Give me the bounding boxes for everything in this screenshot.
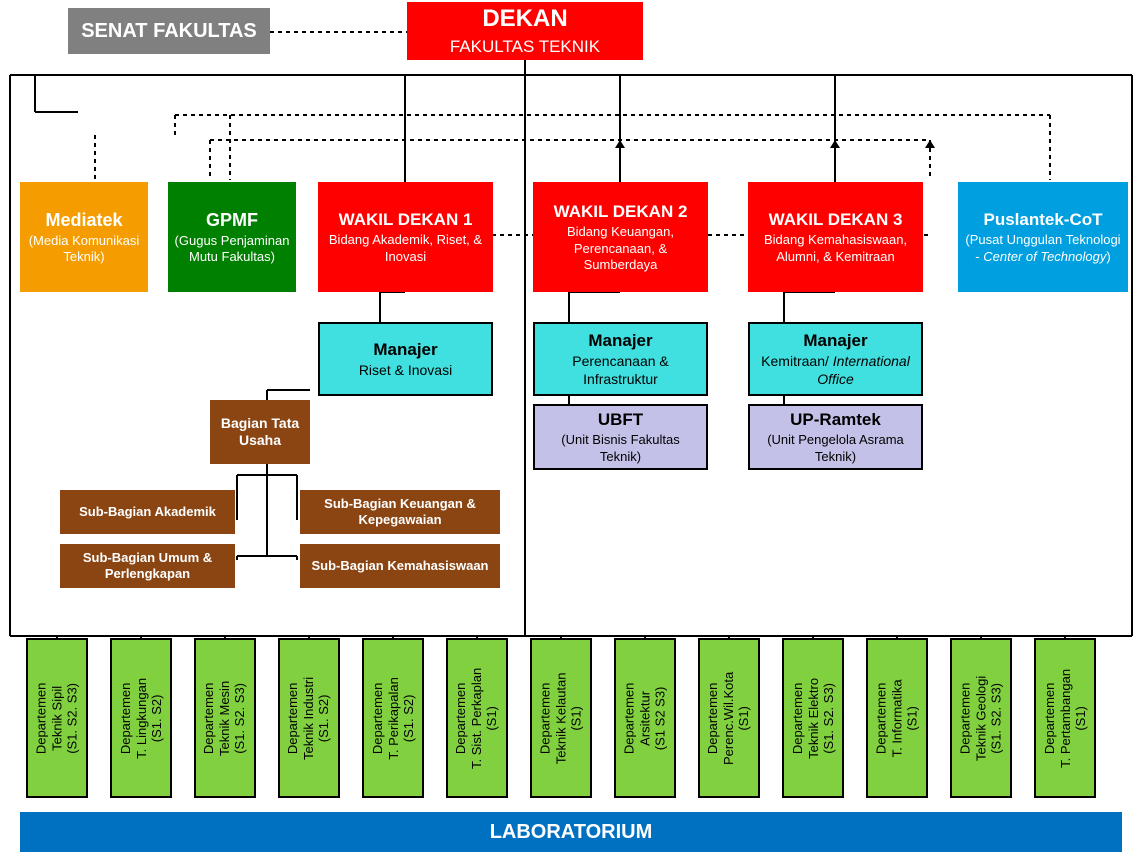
manajer-kemitraan-sub: Kemitraan/ International Office <box>750 353 921 388</box>
gpmf: GPMF(Gugus Penjaminan Mutu Fakultas) <box>168 182 296 292</box>
wakil-dekan-3-sub: Bidang Kemahasiswaan, Alumni, & Kemitraa… <box>748 232 923 265</box>
wakil-dekan-1-title: WAKIL DEKAN 1 <box>339 209 473 230</box>
up-ramtek-title: UP-Ramtek <box>790 409 881 430</box>
manajer-kemitraan-title: Manajer <box>803 330 867 351</box>
mediatek-title: Mediatek <box>45 209 122 232</box>
ubft: UBFT(Unit Bisnis Fakultas Teknik) <box>533 404 708 470</box>
gpmf-title: GPMF <box>206 209 258 232</box>
department-8-label: DepartemenPerenc.Wil.Kota(S1) <box>706 671 753 764</box>
sub-bagian-kemahasiswaan: Sub-Bagian Kemahasiswaan <box>300 544 500 588</box>
department-4-label: DepartemenT. Perikapalan(S1. S2) <box>370 677 417 759</box>
sub-bagian-kemahasiswaan-title: Sub-Bagian Kemahasiswaan <box>312 558 489 574</box>
manajer-riset-title: Manajer <box>373 339 437 360</box>
wakil-dekan-2-sub: Bidang Keuangan, Perencanaan, & Sumberda… <box>533 224 708 273</box>
department-12: DepartemenT. Pertambangan(S1) <box>1034 638 1096 798</box>
puslantek-cot: Puslantek-CoT(Pusat Unggulan Teknologi -… <box>958 182 1128 292</box>
sub-bagian-akademik-title: Sub-Bagian Akademik <box>79 504 216 520</box>
department-6: DepartemenTeknik Kelautan(S1) <box>530 638 592 798</box>
sub-bagian-umum-title: Sub-Bagian Umum & Perlengkapan <box>60 550 235 583</box>
department-5: DepartemenT. Sist. Perkaplan(S1) <box>446 638 508 798</box>
department-3-label: DepartemenTeknik Industri(S1. S2) <box>286 676 333 759</box>
department-2: DepartemenTeknik Mesin(S1. S2. S3) <box>194 638 256 798</box>
laboratorium: LABORATORIUM <box>20 812 1122 852</box>
ubft-sub: (Unit Bisnis Fakultas Teknik) <box>535 432 706 465</box>
dekan-title: DEKAN <box>482 4 567 34</box>
bagian-tata-usaha: Bagian Tata Usaha <box>210 400 310 464</box>
manajer-perencanaan-sub: Perencanaan & Infrastruktur <box>535 353 706 388</box>
sub-bagian-keuangan-title: Sub-Bagian Keuangan & Kepegawaian <box>300 496 500 529</box>
department-7-label: DepartemenArsitektur(S1 S2 S3) <box>622 682 669 754</box>
wakil-dekan-2: WAKIL DEKAN 2Bidang Keuangan, Perencanaa… <box>533 182 708 292</box>
puslantek-cot-title: Puslantek-CoT <box>983 209 1102 230</box>
sub-bagian-keuangan: Sub-Bagian Keuangan & Kepegawaian <box>300 490 500 534</box>
wakil-dekan-1-sub: Bidang Akademik, Riset, & Inovasi <box>318 232 493 265</box>
department-0: DepartemenTeknik Sipil(S1. S2. S3) <box>26 638 88 798</box>
gpmf-sub: (Gugus Penjaminan Mutu Fakultas) <box>168 233 296 266</box>
mediatek: Mediatek(Media Komunikasi Teknik) <box>20 182 148 292</box>
mediatek-sub: (Media Komunikasi Teknik) <box>20 233 148 266</box>
org-chart-canvas: SENAT FAKULTAS DEKANFAKULTAS TEKNIK Mediat… <box>0 0 1142 861</box>
dekan-sub: FAKULTAS TEKNIK <box>444 36 606 57</box>
senat-fakultas: SENAT FAKULTAS <box>68 8 270 54</box>
department-6-label: DepartemenTeknik Kelautan(S1) <box>538 672 585 764</box>
department-3: DepartemenTeknik Industri(S1. S2) <box>278 638 340 798</box>
manajer-perencanaan-title: Manajer <box>588 330 652 351</box>
laboratorium-title: LABORATORIUM <box>490 820 653 845</box>
department-8: DepartemenPerenc.Wil.Kota(S1) <box>698 638 760 798</box>
manajer-kemitraan: ManajerKemitraan/ International Office <box>748 322 923 396</box>
sub-bagian-umum: Sub-Bagian Umum & Perlengkapan <box>60 544 235 588</box>
wakil-dekan-2-title: WAKIL DEKAN 2 <box>554 201 688 222</box>
department-11-label: DepartemenTeknik Geologi(S1. S2. S3) <box>958 675 1005 760</box>
senat-fakultas-title: SENAT FAKULTAS <box>81 19 257 44</box>
department-10-label: DepartemenT. Informatika(S1) <box>874 679 921 757</box>
manajer-perencanaan: ManajerPerencanaan & Infrastruktur <box>533 322 708 396</box>
up-ramtek-sub: (Unit Pengelola Asrama Teknik) <box>750 432 921 465</box>
department-1-label: DepartemenT. Lingkungan(S1. S2) <box>118 678 165 759</box>
department-0-label: DepartemenTeknik Sipil(S1. S2. S3) <box>34 682 81 754</box>
wakil-dekan-1: WAKIL DEKAN 1Bidang Akademik, Riset, & I… <box>318 182 493 292</box>
department-2-label: DepartemenTeknik Mesin(S1. S2. S3) <box>202 680 249 755</box>
department-10: DepartemenT. Informatika(S1) <box>866 638 928 798</box>
department-4: DepartemenT. Perikapalan(S1. S2) <box>362 638 424 798</box>
puslantek-cot-sub: (Pusat Unggulan Teknologi - Center of Te… <box>958 232 1128 265</box>
department-7: DepartemenArsitektur(S1 S2 S3) <box>614 638 676 798</box>
bagian-tata-usaha-title: Bagian Tata Usaha <box>210 415 310 450</box>
ubft-title: UBFT <box>598 409 643 430</box>
up-ramtek: UP-Ramtek(Unit Pengelola Asrama Teknik) <box>748 404 923 470</box>
wakil-dekan-3-title: WAKIL DEKAN 3 <box>769 209 903 230</box>
dekan: DEKANFAKULTAS TEKNIK <box>407 2 643 60</box>
manajer-riset-sub: Riset & Inovasi <box>353 362 458 380</box>
department-9: DepartemenTeknik Elektro(S1. S2. S3) <box>782 638 844 798</box>
department-1: DepartemenT. Lingkungan(S1. S2) <box>110 638 172 798</box>
manajer-riset: Manajer Riset & Inovasi <box>318 322 493 396</box>
department-11: DepartemenTeknik Geologi(S1. S2. S3) <box>950 638 1012 798</box>
department-12-label: DepartemenT. Pertambangan(S1) <box>1042 668 1089 767</box>
sub-bagian-akademik: Sub-Bagian Akademik <box>60 490 235 534</box>
wakil-dekan-3: WAKIL DEKAN 3Bidang Kemahasiswaan, Alumn… <box>748 182 923 292</box>
department-9-label: DepartemenTeknik Elektro(S1. S2. S3) <box>790 678 837 759</box>
department-5-label: DepartemenT. Sist. Perkaplan(S1) <box>454 667 501 768</box>
